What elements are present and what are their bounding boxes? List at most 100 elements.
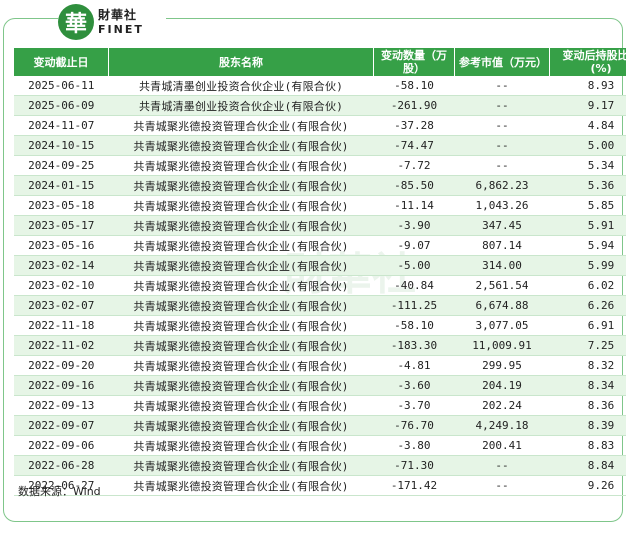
cell-date: 2024-10-15 xyxy=(14,135,109,156)
cell-value: 2,561.54 xyxy=(454,275,550,296)
cell-name: 共青城聚兆德投资管理合伙企业(有限合伙) xyxy=(108,435,374,456)
cell-date: 2023-05-17 xyxy=(14,215,109,236)
cell-ratio: 7.25 xyxy=(549,335,626,356)
cell-ratio: 4.84 xyxy=(549,115,626,136)
cell-date: 2022-09-16 xyxy=(14,375,109,396)
table-row: 2023-05-16 共青城聚兆德投资管理合伙企业(有限合伙) -9.07 807.1… xyxy=(14,235,626,256)
cell-value: 807.14 xyxy=(454,235,550,256)
cell-name: 共青城聚兆德投资管理合伙企业(有限合伙) xyxy=(108,355,374,376)
cell-change: -58.10 xyxy=(373,315,455,336)
table-row: 2025-06-09 共青城清墨创业投资合伙企业(有限合伙) -261.90 -- 9.… xyxy=(14,95,626,116)
cell-change: -4.81 xyxy=(373,355,455,376)
table-row: 2024-11-07 共青城聚兆德投资管理合伙企业(有限合伙) -37.28 -- 4.… xyxy=(14,115,626,136)
cell-date: 2022-09-20 xyxy=(14,355,109,376)
cell-change: -3.80 xyxy=(373,435,455,456)
cell-change: -40.84 xyxy=(373,275,455,296)
header-ratio: 变动后持股比例(%) xyxy=(549,48,626,76)
cell-name: 共青城聚兆德投资管理合伙企业(有限合伙) xyxy=(108,315,374,336)
cell-change: -7.72 xyxy=(373,155,455,176)
cell-date: 2023-05-18 xyxy=(14,195,109,216)
cell-name: 共青城聚兆德投资管理合伙企业(有限合伙) xyxy=(108,475,374,496)
cell-value: 347.45 xyxy=(454,215,550,236)
table-row: 2022-09-16 共青城聚兆德投资管理合伙企业(有限合伙) -3.60 204.1… xyxy=(14,375,626,396)
table-row: 2023-05-18 共青城聚兆德投资管理合伙企业(有限合伙) -11.14 1,04… xyxy=(14,195,626,216)
table-row: 2023-02-07 共青城聚兆德投资管理合伙企业(有限合伙) -111.25 6,6… xyxy=(14,295,626,316)
cell-ratio: 8.34 xyxy=(549,375,626,396)
cell-value: 204.19 xyxy=(454,375,550,396)
cell-value: -- xyxy=(454,155,550,176)
table-row: 2022-09-20 共青城聚兆德投资管理合伙企业(有限合伙) -4.81 299.9… xyxy=(14,355,626,376)
cell-name: 共青城聚兆德投资管理合伙企业(有限合伙) xyxy=(108,395,374,416)
table-header-row: 变动截止日 股东名称 变动数量（万股） 参考市值（万元） 变动后持股比例(%) xyxy=(14,48,626,76)
cell-date: 2024-09-25 xyxy=(14,155,109,176)
header-name: 股东名称 xyxy=(108,48,374,76)
cell-ratio: 8.83 xyxy=(549,435,626,456)
cell-date: 2023-02-14 xyxy=(14,255,109,276)
cell-value: 4,249.18 xyxy=(454,415,550,436)
cell-ratio: 8.36 xyxy=(549,395,626,416)
table-row: 2025-06-11 共青城清墨创业投资合伙企业(有限合伙) -58.10 -- 8.9… xyxy=(14,76,626,96)
cell-value: 11,009.91 xyxy=(454,335,550,356)
cell-ratio: 6.91 xyxy=(549,315,626,336)
cell-value: 202.24 xyxy=(454,395,550,416)
cell-date: 2022-06-28 xyxy=(14,455,109,476)
cell-date: 2022-09-07 xyxy=(14,415,109,436)
cell-change: -183.30 xyxy=(373,335,455,356)
cell-date: 2022-06-27 xyxy=(14,475,109,496)
cell-change: -71.30 xyxy=(373,455,455,476)
cell-date: 2023-02-07 xyxy=(14,295,109,316)
cell-name: 共青城聚兆德投资管理合伙企业(有限合伙) xyxy=(108,275,374,296)
table-row: 2023-05-17 共青城聚兆德投资管理合伙企业(有限合伙) -3.90 347.4… xyxy=(14,215,626,236)
header-value: 参考市值（万元） xyxy=(454,48,550,76)
brand-logo: 華 財華社 FINET xyxy=(58,2,166,42)
cell-change: -37.28 xyxy=(373,115,455,136)
cell-change: -3.60 xyxy=(373,375,455,396)
cell-value: -- xyxy=(454,115,550,136)
cell-change: -74.47 xyxy=(373,135,455,156)
cell-value: 314.00 xyxy=(454,255,550,276)
cell-name: 共青城聚兆德投资管理合伙企业(有限合伙) xyxy=(108,195,374,216)
table-row: 2022-06-27 共青城聚兆德投资管理合伙企业(有限合伙) -171.42 -- 9… xyxy=(14,475,626,496)
cell-date: 2024-01-15 xyxy=(14,175,109,196)
cell-value: -- xyxy=(454,95,550,116)
cell-ratio: 8.32 xyxy=(549,355,626,376)
table-row: 2024-10-15 共青城聚兆德投资管理合伙企业(有限合伙) -74.47 -- 5.… xyxy=(14,135,626,156)
cell-name: 共青城聚兆德投资管理合伙企业(有限合伙) xyxy=(108,175,374,196)
cell-ratio: 5.85 xyxy=(549,195,626,216)
cell-date: 2022-11-18 xyxy=(14,315,109,336)
table-row: 2022-09-07 共青城聚兆德投资管理合伙企业(有限合伙) -76.70 4,24… xyxy=(14,415,626,436)
cell-name: 共青城清墨创业投资合伙企业(有限合伙) xyxy=(108,95,374,116)
table-row: 2022-06-28 共青城聚兆德投资管理合伙企业(有限合伙) -71.30 -- 8.… xyxy=(14,455,626,476)
cell-name: 共青城聚兆德投资管理合伙企业(有限合伙) xyxy=(108,135,374,156)
cell-value: -- xyxy=(454,455,550,476)
cell-date: 2025-06-09 xyxy=(14,95,109,116)
cell-ratio: 8.84 xyxy=(549,455,626,476)
cell-change: -85.50 xyxy=(373,175,455,196)
table-row: 2023-02-10 共青城聚兆德投资管理合伙企业(有限合伙) -40.84 2,56… xyxy=(14,275,626,296)
cell-ratio: 8.39 xyxy=(549,415,626,436)
cell-name: 共青城聚兆德投资管理合伙企业(有限合伙) xyxy=(108,375,374,396)
cell-change: -76.70 xyxy=(373,415,455,436)
cell-name: 共青城聚兆德投资管理合伙企业(有限合伙) xyxy=(108,415,374,436)
cell-name: 共青城聚兆德投资管理合伙企业(有限合伙) xyxy=(108,295,374,316)
table-row: 2022-09-13 共青城聚兆德投资管理合伙企业(有限合伙) -3.70 202.2… xyxy=(14,395,626,416)
cell-name: 共青城聚兆德投资管理合伙企业(有限合伙) xyxy=(108,335,374,356)
cell-change: -261.90 xyxy=(373,95,455,116)
cell-ratio: 6.02 xyxy=(549,275,626,296)
table-row: 2022-11-02 共青城聚兆德投资管理合伙企业(有限合伙) -183.30 11,… xyxy=(14,335,626,356)
cell-ratio: 5.91 xyxy=(549,215,626,236)
cell-change: -111.25 xyxy=(373,295,455,316)
shareholding-change-table: 变动截止日 股东名称 变动数量（万股） 参考市值（万元） 变动后持股比例(%) … xyxy=(14,48,626,496)
cell-ratio: 5.34 xyxy=(549,155,626,176)
brand-text: 財華社 FINET xyxy=(98,9,144,35)
cell-ratio: 5.99 xyxy=(549,255,626,276)
cell-value: -- xyxy=(454,135,550,156)
cell-value: 1,043.26 xyxy=(454,195,550,216)
cell-value: 6,862.23 xyxy=(454,175,550,196)
cell-date: 2024-11-07 xyxy=(14,115,109,136)
cell-name: 共青城聚兆德投资管理合伙企业(有限合伙) xyxy=(108,115,374,136)
cell-change: -9.07 xyxy=(373,235,455,256)
cell-name: 共青城清墨创业投资合伙企业(有限合伙) xyxy=(108,76,374,96)
cell-change: -3.70 xyxy=(373,395,455,416)
cell-date: 2022-11-02 xyxy=(14,335,109,356)
